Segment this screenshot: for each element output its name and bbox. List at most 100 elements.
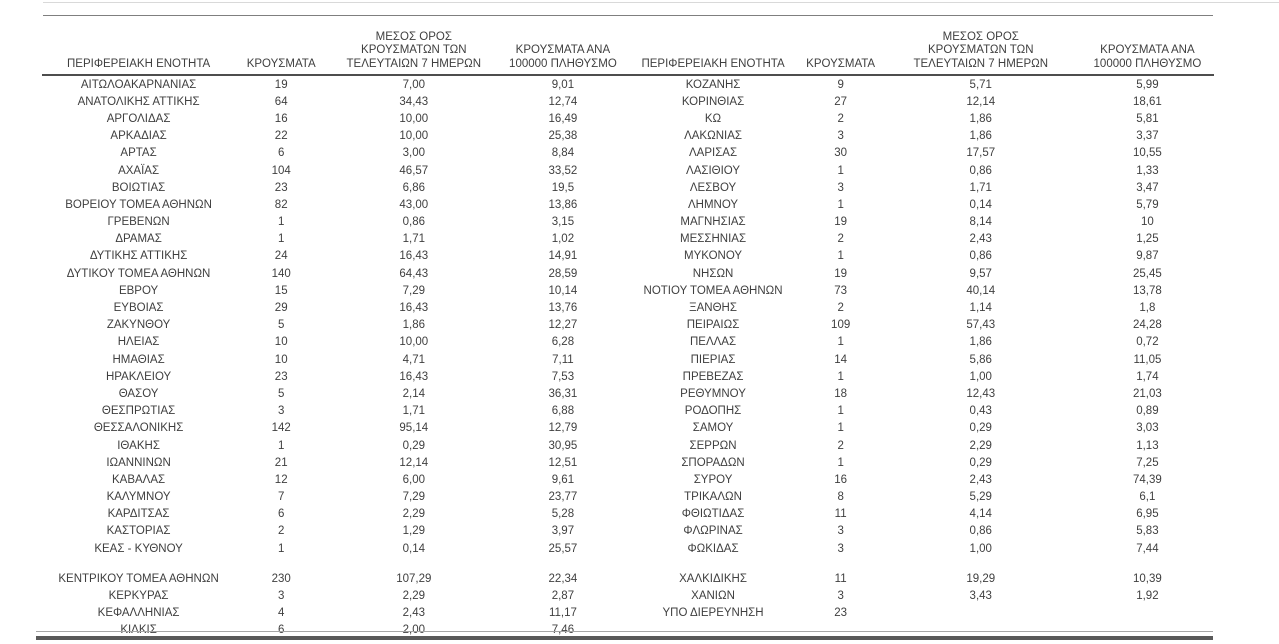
table-row: ΑΝΑΤΟΛΙΚΗΣ ΑΤΤΙΚΗΣ 64 34,43 12,74 ΚΟΡΙΝΘΙΑΣ 2… <box>42 93 1214 110</box>
cases-cell: 23 <box>834 607 848 620</box>
per100k-cell: 5,79 <box>1136 198 1159 211</box>
region-cell: ΖΑΚΥΝΘΟΥ <box>106 319 171 332</box>
region-cell: ΚΕΑΣ - ΚΥΘΝΟΥ <box>94 542 183 555</box>
cases-cell: 1 <box>277 216 285 229</box>
region-cell: ΛΑΣΙΘΙΟΥ <box>686 164 741 177</box>
region-cell: ΦΘΙΩΤΙΔΑΣ <box>681 508 745 521</box>
cases-cell: 2 <box>837 439 844 452</box>
cases-cell: 1 <box>837 456 844 469</box>
region-cell: ΙΩΑΝΝΙΝΩΝ <box>106 456 171 469</box>
per100k-cell: 1,02 <box>551 233 575 246</box>
table-row: ΚΑΡΔΙΤΣΑΣ 6 2,29 5,28 ΦΘΙΩΤΙΔΑΣ 11 4,14 6,95 <box>42 506 1214 523</box>
col-header-line: ΚΡΟΥΣΜΑΤΑ ΑΝΑ <box>1100 44 1195 56</box>
per100k-cell: 14,91 <box>548 250 578 263</box>
per100k-cell: 74,39 <box>1133 473 1162 486</box>
table-header-row: ΠΕΡΙΦΕΡΕΙΑΚΗ ΕΝΟΤΗΤΑ ΚΡΟΥΣΜΑΤΑ ΜΕΣΟΣ ΟΡΟΣ Κ… <box>42 16 1214 76</box>
region-cell: ΚΟΖΑΝΗΣ <box>685 78 741 91</box>
col-header-line: 100000 ΠΛΗΘΥΣΜΟ <box>1093 57 1202 70</box>
region-cell: ΠΡΕΒΕΖΑΣ <box>682 370 744 383</box>
col-header-line: ΜΕΣΟΣ ΟΡΟΣ <box>942 30 1019 43</box>
cases-cell: 2 <box>837 233 844 246</box>
cases-cell: 2 <box>837 112 844 125</box>
avg7-cell: 0,86 <box>969 525 992 538</box>
avg7-cell: 19,29 <box>966 572 996 585</box>
cases-cell: 8 <box>837 491 844 504</box>
table-row: ΓΡΕΒΕΝΩΝ 1 0,86 3,15 ΜΑΓΝΗΣΙΑΣ 19 8,14 10 <box>42 214 1214 231</box>
region-cell: ΣΕΡΡΩΝ <box>689 439 737 452</box>
region-cell: ΑΧΑΪΑΣ <box>118 164 160 177</box>
avg7-cell: 16,43 <box>399 250 429 263</box>
region-cell: ΚΕΡΚΥΡΑΣ <box>108 590 169 603</box>
avg7-cell: 8,14 <box>969 216 992 229</box>
cases-cell: 16 <box>834 473 848 486</box>
table-row: ΔΡΑΜΑΣ 1 1,71 1,02 ΜΕΣΣΗΝΙΑΣ 2 2,43 1,25 <box>42 231 1214 248</box>
region-cell: ΧΑΛΚΙΔΙΚΗΣ <box>679 572 747 585</box>
cases-cell: 1 <box>837 198 844 211</box>
per100k-cell: 1,33 <box>1136 164 1159 177</box>
region-cell: ΗΡΑΚΛΕΙΟΥ <box>105 370 172 383</box>
avg7-cell: 57,43 <box>966 319 996 332</box>
avg7-cell: 0,14 <box>969 198 992 211</box>
region-cell: ΘΕΣΣΑΛΟΝΙΚΗΣ <box>93 422 184 435</box>
cases-cell: 73 <box>834 284 848 297</box>
per100k-cell: 19,5 <box>551 181 575 194</box>
per100k-cell: 11,17 <box>548 607 577 620</box>
region-cell: ΝΗΣΩΝ <box>692 267 734 280</box>
cases-cell: 19 <box>834 267 848 280</box>
col-header-line: 100000 ΠΛΗΘΥΣΜΟ <box>509 57 617 70</box>
per100k-cell: 30,95 <box>548 439 578 452</box>
avg7-cell: 10,00 <box>399 112 429 125</box>
per100k-cell: 1,92 <box>1136 590 1159 603</box>
region-cell: ΤΡΙΚΑΛΩΝ <box>684 491 742 504</box>
cases-cell: 5 <box>277 319 285 332</box>
cases-cell: 3 <box>837 525 844 538</box>
region-cell: ΚΩ <box>704 112 722 125</box>
region-cell: ΣΠΟΡΑΔΩΝ <box>681 456 745 469</box>
per100k-cell: 18,61 <box>1133 95 1162 108</box>
region-cell: ΒΟΡΕΙΟΥ ΤΟΜΕΑ ΑΘΗΝΩΝ <box>65 198 212 211</box>
per100k-cell: 6,1 <box>1139 491 1156 504</box>
cases-cell: 19 <box>834 216 848 229</box>
cases-cell: 15 <box>274 284 288 297</box>
table-row: ΘΕΣΣΑΛΟΝΙΚΗΣ 142 95,14 12,79 ΣΑΜΟΥ 1 0,29 3,03 <box>42 420 1214 437</box>
cases-cell: 23 <box>274 370 288 383</box>
cases-cell: 3 <box>837 590 844 603</box>
cases-cell: 142 <box>271 422 291 435</box>
table-row: ΙΘΑΚΗΣ 1 0,29 30,95 ΣΕΡΡΩΝ 2 2,29 1,13 <box>42 437 1214 454</box>
spacer-row <box>42 557 1214 570</box>
table-row: ΑΙΤΩΛΟΑΚΑΡΝΑΝΙΑΣ 19 7,00 9,01 ΚΟΖΑΝΗΣ 9 5,71 5,… <box>42 75 1214 93</box>
region-cell: ΔΡΑΜΑΣ <box>115 233 162 246</box>
per100k-cell: 10 <box>1141 216 1154 229</box>
cases-cell: 21 <box>274 456 288 469</box>
per100k-cell: 9,61 <box>551 473 575 486</box>
region-cell: ΗΜΑΘΙΑΣ <box>112 353 165 366</box>
cases-cell: 10 <box>274 353 288 366</box>
avg7-cell: 5,29 <box>969 491 992 504</box>
avg7-cell: 3,43 <box>969 590 992 603</box>
cases-cell: 4 <box>277 607 285 620</box>
cases-cell: 11 <box>834 572 847 585</box>
avg7-cell: 7,00 <box>402 78 425 91</box>
per100k-cell: 7,53 <box>551 370 575 383</box>
col-header-line: ΚΡΟΥΣΜΑΤΑ ΑΝΑ <box>515 44 611 56</box>
table-row: ΘΑΣΟΥ 5 2,14 36,31 ΡΕΘΥΜΝΟΥ 18 12,43 21,03 <box>42 385 1214 402</box>
col-header-line: ΜΕΣΟΣ ΟΡΟΣ <box>375 30 452 43</box>
region-cell: ΑΡΓΟΛΙΔΑΣ <box>106 112 171 125</box>
avg7-cell: 1,29 <box>402 525 425 538</box>
cases-cell: 230 <box>271 572 291 585</box>
region-cell: ΙΘΑΚΗΣ <box>117 439 160 452</box>
col-header-region-right: ΠΕΡΙΦΕΡΕΙΑΚΗ ΕΝΟΤΗΤΑ <box>625 16 801 76</box>
col-header-cases-left: ΚΡΟΥΣΜΑΤΑ <box>235 16 328 76</box>
cases-cell: 12 <box>274 473 288 486</box>
avg7-cell: 0,86 <box>969 164 992 177</box>
cases-cell: 9 <box>837 78 844 91</box>
per100k-cell: 6,28 <box>551 336 575 349</box>
cases-cell: 18 <box>834 387 848 400</box>
cases-cell: 2 <box>277 525 285 538</box>
table-row: ΚΙΛΚΙΣ 6 2,00 7,46 <box>42 622 1214 639</box>
top-dark-rule <box>43 15 1213 16</box>
per100k-cell: 28,59 <box>548 267 578 280</box>
per100k-cell: 11,05 <box>1133 353 1162 366</box>
avg7-cell: 43,00 <box>399 198 429 211</box>
